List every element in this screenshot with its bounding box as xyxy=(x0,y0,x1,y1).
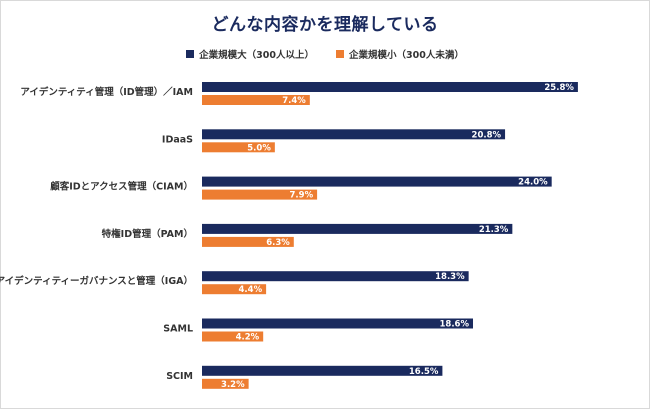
legend-swatch-small xyxy=(336,50,344,58)
value-label-large: 24.0% xyxy=(518,178,548,188)
bar-small xyxy=(202,142,275,153)
bar-large xyxy=(202,129,506,140)
category-label: 顧客IDとアクセス管理（CIAM） xyxy=(50,181,193,193)
value-label-large: 16.5% xyxy=(409,367,439,377)
bar-large xyxy=(202,176,552,187)
value-label-small: 4.2% xyxy=(236,333,260,343)
bar-small xyxy=(202,95,310,105)
value-label-small: 4.4% xyxy=(239,285,263,295)
category-label: SAML xyxy=(163,324,193,335)
legend-item-small: 企業規模小（300人未満） xyxy=(336,47,464,61)
value-label-large: 18.6% xyxy=(440,320,470,330)
value-label-small: 6.3% xyxy=(266,238,290,248)
category-label: アイデンティティーガバナンスと管理（IGA） xyxy=(0,275,193,287)
bar-small xyxy=(202,331,264,342)
chart-title: どんな内容かを理解している xyxy=(211,15,439,35)
bar-large xyxy=(202,365,443,376)
bar-large xyxy=(202,223,513,234)
legend-label-small: 企業規模小（300人未満） xyxy=(349,50,464,61)
bar-large xyxy=(202,271,469,282)
bar-small xyxy=(202,236,294,247)
category-label: アイデンティティ管理（ID管理）／IAM xyxy=(20,86,193,98)
bar-small xyxy=(202,378,249,389)
value-label-large: 18.3% xyxy=(435,272,465,282)
value-label-small: 3.2% xyxy=(221,380,245,390)
value-label-small: 7.9% xyxy=(290,191,314,201)
category-label: 特権ID管理（PAM） xyxy=(102,228,193,240)
legend-item-large: 企業規模大（300人以上） xyxy=(186,47,314,61)
legend-label-large: 企業規模大（300人以上） xyxy=(199,50,314,61)
bar-small xyxy=(202,284,267,295)
value-label-large: 20.8% xyxy=(472,130,502,140)
value-label-large: 21.3% xyxy=(479,225,509,235)
value-label-small: 7.4% xyxy=(282,96,306,106)
category-label: IDaaS xyxy=(162,134,193,145)
bar-small xyxy=(202,189,318,200)
value-label-large: 25.8% xyxy=(544,83,574,93)
chart-legend: 企業規模大（300人以上） 企業規模小（300人未満） xyxy=(0,47,650,61)
category-label: SCIM xyxy=(166,371,193,382)
legend-swatch-large xyxy=(186,50,195,58)
value-label-small: 5.0% xyxy=(247,143,271,153)
bar-large xyxy=(202,318,474,329)
bar-large xyxy=(202,82,578,92)
